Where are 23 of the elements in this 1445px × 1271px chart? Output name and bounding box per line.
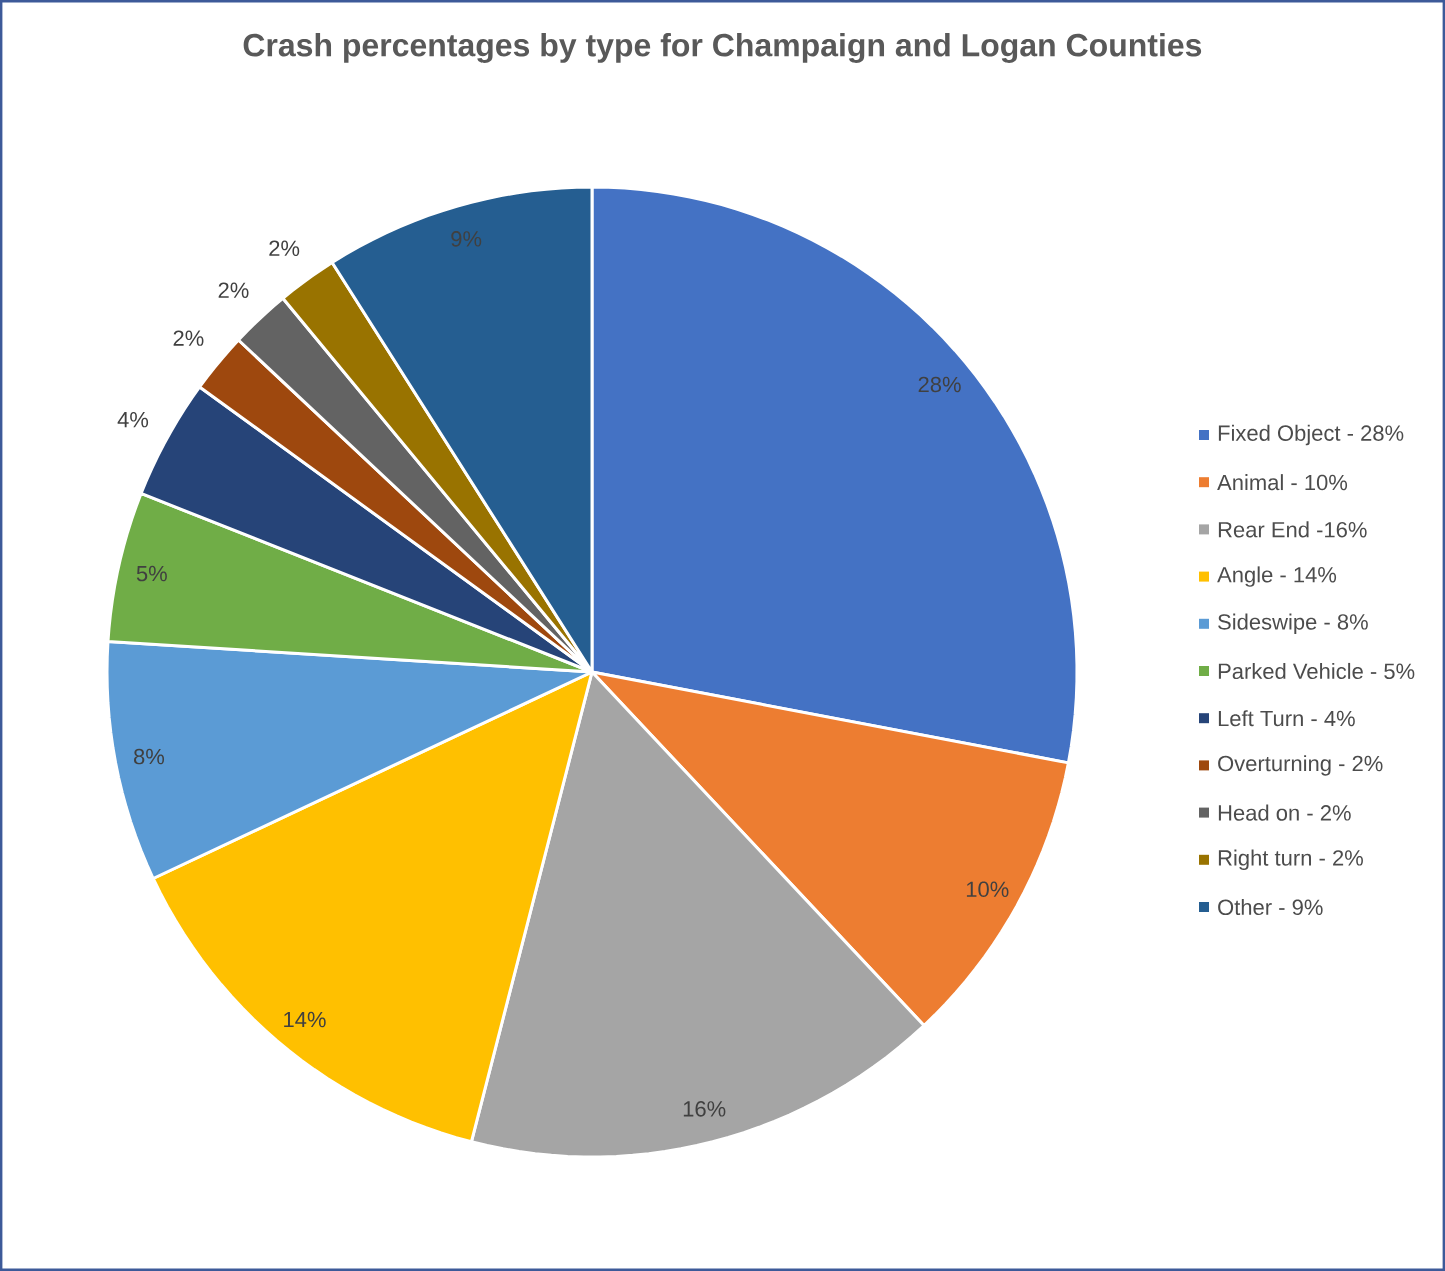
data-label: 10% — [966, 881, 1009, 898]
data-label: 2% — [269, 240, 300, 256]
legend-label: Angle - 14% — [1217, 566, 1337, 587]
chart-title: Crash percentages by type for Champaign and Logan Counties — [243, 33, 1202, 63]
legend-label: Other - 9% — [1218, 898, 1323, 916]
data-label: 5% — [136, 565, 167, 582]
data-label: 28% — [918, 376, 961, 393]
data-label: 16% — [683, 1101, 726, 1117]
data-label: 14% — [284, 1011, 326, 1028]
data-label: 9% — [451, 231, 482, 247]
legend-label: Rear End -16% — [1218, 521, 1367, 538]
legend-label: Right turn - 2% — [1218, 849, 1363, 871]
data-label: 4% — [117, 411, 149, 428]
legend-label: Fixed Object - 28% — [1218, 424, 1404, 446]
data-label: 2% — [173, 330, 204, 346]
legend-label: Head on - 2% — [1218, 804, 1351, 821]
legend-label: Sideswipe - 8% — [1218, 613, 1368, 635]
data-label: 2% — [218, 282, 249, 298]
legend-label: Parked Vehicle - 5% — [1218, 662, 1415, 680]
legend-label: Overturning - 2% — [1218, 755, 1383, 776]
legend-label: Left Turn - 4% — [1218, 710, 1355, 727]
data-label: 8% — [134, 748, 165, 765]
legend-label: Animal - 10% — [1217, 474, 1348, 491]
